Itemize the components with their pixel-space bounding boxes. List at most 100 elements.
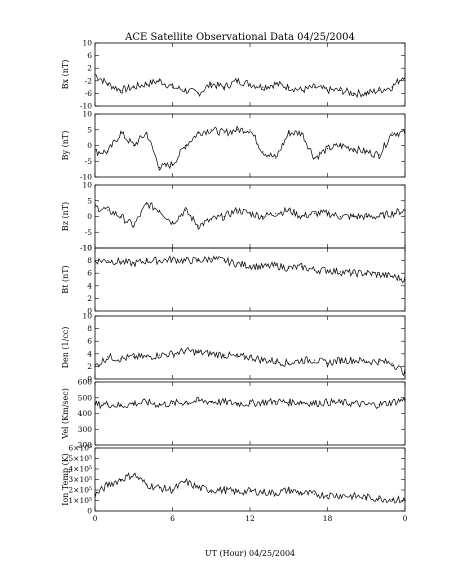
data-point-5-21 xyxy=(365,404,367,406)
y-tick-label-0-4: -6 xyxy=(85,89,93,98)
data-point-2-22 xyxy=(378,215,380,218)
y-tick-label-4-5: 0 xyxy=(87,375,92,384)
series-line-4 xyxy=(94,346,406,377)
data-point-1-24 xyxy=(404,132,406,134)
data-point-0-22 xyxy=(378,89,380,91)
data-point-4-24 xyxy=(404,372,406,374)
y-axis-label-4: Den (1/cc) xyxy=(61,327,70,369)
data-point-5-12 xyxy=(249,402,251,404)
data-point-6-13 xyxy=(262,491,264,493)
y-axis-label-5: Vel (Km/sec) xyxy=(61,388,70,440)
data-point-0-6 xyxy=(171,86,174,88)
data-point-6-19 xyxy=(339,494,341,496)
y-tick-label-6-0: 6×10⁵ xyxy=(68,444,92,453)
y-tick-label-6-4: 2×10⁵ xyxy=(68,486,92,495)
data-point-4-14 xyxy=(275,360,277,362)
data-point-2-11 xyxy=(236,209,238,211)
data-point-3-9 xyxy=(210,258,212,260)
data-point-5-0 xyxy=(94,404,96,406)
data-point-6-10 xyxy=(223,489,225,491)
y-tick-label-6-1: 5×10⁵ xyxy=(68,454,92,463)
data-point-5-5 xyxy=(159,404,161,406)
data-point-4-1 xyxy=(107,356,109,358)
y-axis-label-1: By (nT) xyxy=(61,131,70,161)
data-point-6-2 xyxy=(120,478,122,481)
y-tick-label-5-0: 600 xyxy=(78,378,93,387)
series-line-2 xyxy=(94,201,406,230)
data-point-3-13 xyxy=(262,266,264,268)
data-point-6-5 xyxy=(159,487,161,489)
data-point-2-12 xyxy=(249,212,251,214)
data-point-4-16 xyxy=(301,359,303,361)
data-point-3-1 xyxy=(107,260,109,262)
data-point-2-2 xyxy=(120,215,122,218)
data-point-3-17 xyxy=(314,269,316,271)
data-point-4-18 xyxy=(326,362,329,364)
y-tick-label-4-1: 8 xyxy=(87,324,92,333)
y-tick-label-5-1: 500 xyxy=(78,393,93,402)
data-point-0-19 xyxy=(339,89,341,91)
data-point-2-1 xyxy=(107,209,109,211)
data-point-2-21 xyxy=(365,215,367,218)
data-point-4-15 xyxy=(288,362,290,364)
data-point-4-22 xyxy=(378,360,380,362)
y-tick-label-3-2: 6 xyxy=(87,269,92,278)
data-point-3-8 xyxy=(197,260,199,262)
data-point-2-20 xyxy=(352,215,354,218)
y-tick-label-1-4: -10 xyxy=(80,173,92,182)
data-point-0-9 xyxy=(210,83,212,85)
y-tick-label-2-2: 0 xyxy=(87,212,92,221)
data-point-0-24 xyxy=(404,73,406,76)
data-point-5-9 xyxy=(210,400,212,403)
data-point-0-13 xyxy=(262,86,264,88)
data-point-5-4 xyxy=(146,401,148,403)
data-point-1-9 xyxy=(210,129,212,131)
data-point-2-13 xyxy=(262,215,264,218)
data-point-1-22 xyxy=(378,154,380,156)
data-point-0-11 xyxy=(236,80,238,82)
data-point-6-1 xyxy=(107,484,109,486)
data-point-4-21 xyxy=(365,360,367,362)
data-point-2-10 xyxy=(223,215,225,218)
data-point-4-20 xyxy=(352,359,354,361)
data-point-4-17 xyxy=(314,359,316,361)
data-point-4-12 xyxy=(249,356,251,358)
y-tick-label-1-1: 5 xyxy=(87,125,92,134)
x-tick-label-4: 0 xyxy=(403,514,408,523)
data-point-6-9 xyxy=(210,489,212,491)
data-point-4-13 xyxy=(262,359,264,361)
data-point-1-3 xyxy=(133,144,135,147)
data-point-5-17 xyxy=(314,402,316,404)
data-point-5-20 xyxy=(352,402,354,404)
data-point-3-4 xyxy=(146,260,148,262)
y-tick-label-2-3: -5 xyxy=(85,228,93,237)
data-point-5-22 xyxy=(378,404,380,406)
data-point-1-19 xyxy=(339,144,341,147)
data-point-1-7 xyxy=(184,144,186,147)
data-point-3-19 xyxy=(339,271,341,273)
y-tick-label-4-3: 4 xyxy=(87,349,92,358)
data-point-0-5 xyxy=(159,80,161,82)
data-point-5-10 xyxy=(223,401,225,403)
data-point-0-0 xyxy=(94,73,96,76)
data-point-5-8 xyxy=(197,400,199,402)
data-point-2-9 xyxy=(210,219,212,221)
data-point-5-23 xyxy=(391,401,393,403)
data-point-4-5 xyxy=(159,354,161,356)
data-point-3-2 xyxy=(120,261,122,263)
data-point-0-14 xyxy=(275,83,277,85)
data-point-1-17 xyxy=(314,157,316,159)
data-point-6-20 xyxy=(352,495,354,497)
data-point-3-11 xyxy=(236,263,238,265)
data-point-0-1 xyxy=(107,83,109,85)
data-point-0-21 xyxy=(365,92,367,94)
data-point-0-18 xyxy=(326,89,329,91)
data-point-0-2 xyxy=(120,89,122,91)
y-tick-label-1-3: -5 xyxy=(85,157,93,166)
x-axis-label: UT (Hour) 04/25/2004 xyxy=(205,549,295,558)
data-point-2-0 xyxy=(94,206,96,208)
y-tick-label-3-5: 0 xyxy=(87,307,92,316)
data-point-2-24 xyxy=(404,209,406,211)
